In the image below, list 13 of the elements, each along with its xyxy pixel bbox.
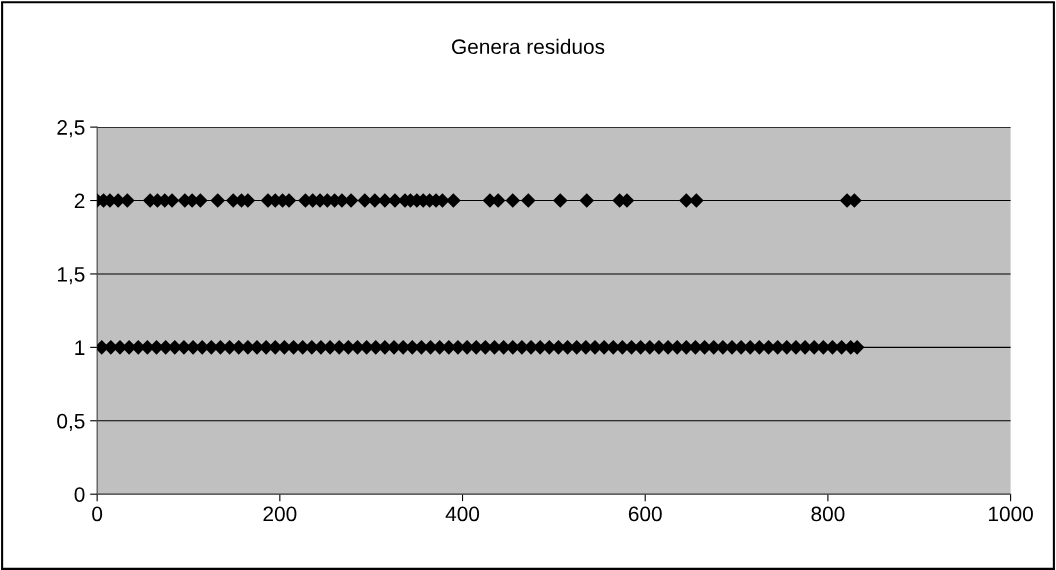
- y-tick-label: 0,5: [57, 413, 85, 431]
- y-tick-label: 2,5: [57, 120, 85, 138]
- y-tick-label: 2: [74, 193, 85, 209]
- x-tick-label: 0: [92, 506, 103, 522]
- y-tick-label: 1,5: [57, 267, 85, 285]
- x-tick-label: 400: [445, 506, 480, 522]
- chart-title: Genera residuos: [452, 38, 605, 55]
- x-tick-label: 1000: [989, 506, 1033, 522]
- x-tick-label: 600: [628, 506, 662, 522]
- y-tick-label: 0: [74, 487, 85, 502]
- x-tick-label: 800: [811, 506, 845, 522]
- y-tick-label: 1: [75, 340, 85, 355]
- x-tick-label: 200: [263, 506, 297, 522]
